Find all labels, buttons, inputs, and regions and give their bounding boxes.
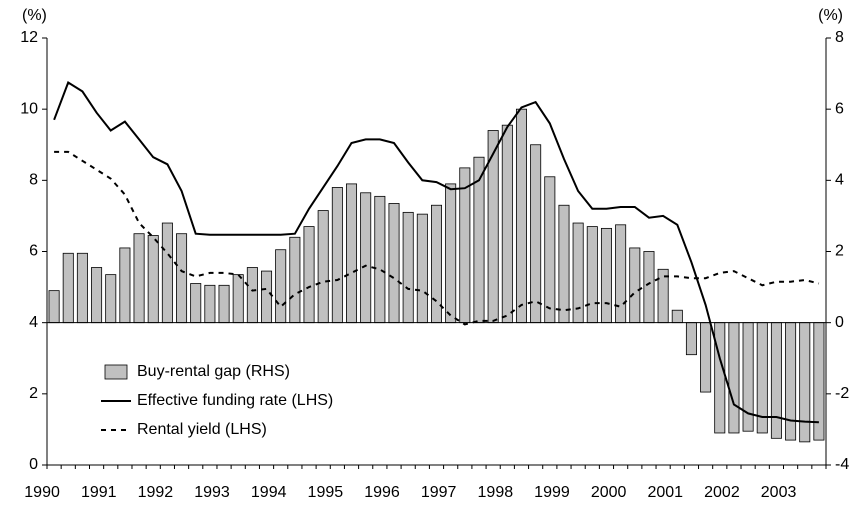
x-tick-label: 1998 xyxy=(478,484,514,501)
x-tick-label: 2001 xyxy=(647,484,683,501)
bar xyxy=(445,183,457,324)
bar xyxy=(770,322,782,439)
x-tick-label: 1994 xyxy=(251,484,287,501)
y2-tick-label: 0 xyxy=(835,314,844,331)
bar xyxy=(275,249,287,324)
bar xyxy=(176,233,188,324)
bar xyxy=(346,183,358,324)
bar xyxy=(289,236,301,324)
bar xyxy=(331,187,343,324)
y-tick-label: 12 xyxy=(20,29,38,46)
x-tick-label: 2002 xyxy=(704,484,740,501)
bar xyxy=(76,252,88,324)
bar xyxy=(374,195,386,324)
bar xyxy=(501,124,513,324)
bar xyxy=(714,322,726,434)
bar xyxy=(586,226,598,324)
x-tick-label: 2003 xyxy=(761,484,797,501)
bar xyxy=(119,247,131,324)
bar xyxy=(133,233,145,324)
x-tick-label: 1997 xyxy=(421,484,457,501)
y2-tick-label: 8 xyxy=(835,29,844,46)
legend-label: Buy-rental gap (RHS) xyxy=(137,363,290,380)
x-tick-label: 1995 xyxy=(308,484,344,501)
y2-tick-label: -4 xyxy=(835,456,849,473)
x-tick-label: 1990 xyxy=(24,484,60,501)
bar xyxy=(317,210,329,324)
y2-axis-label: (%) xyxy=(818,7,843,24)
legend-swatch xyxy=(104,364,128,380)
bar xyxy=(48,290,60,324)
bar xyxy=(615,224,627,324)
bar xyxy=(728,322,740,434)
y2-tick-label: 4 xyxy=(835,172,844,189)
y-tick-label: 4 xyxy=(29,314,38,331)
bar xyxy=(515,108,527,324)
bar xyxy=(388,203,400,324)
bar xyxy=(105,274,117,324)
bar xyxy=(799,322,811,443)
bar xyxy=(600,227,612,324)
bar xyxy=(62,252,74,324)
legend-label: Rental yield (LHS) xyxy=(137,421,267,438)
bar xyxy=(261,270,273,324)
bar xyxy=(685,322,697,356)
bar xyxy=(459,167,471,324)
line xyxy=(54,150,820,326)
line xyxy=(53,81,819,424)
x-tick-label: 1999 xyxy=(534,484,570,501)
bar xyxy=(416,213,428,324)
y2-tick-label: 2 xyxy=(835,243,844,260)
bar xyxy=(147,235,159,324)
bar xyxy=(558,204,570,324)
y-tick-label: 2 xyxy=(29,385,38,402)
y-tick-label: 10 xyxy=(20,100,38,117)
y-tick-label: 0 xyxy=(29,456,38,473)
x-tick-label: 1992 xyxy=(138,484,174,501)
x-tick-label: 1993 xyxy=(194,484,230,501)
bar xyxy=(218,284,230,324)
bar xyxy=(643,251,655,324)
bar xyxy=(402,211,414,324)
bar xyxy=(232,274,244,324)
x-tick-label: 1996 xyxy=(364,484,400,501)
bar xyxy=(190,283,202,324)
x-tick-label: 2000 xyxy=(591,484,627,501)
bar xyxy=(161,222,173,324)
y2-tick-label: -2 xyxy=(835,385,849,402)
x-tick-label: 1991 xyxy=(81,484,117,501)
bar xyxy=(204,284,216,324)
bar xyxy=(629,247,641,324)
y-tick-label: 8 xyxy=(29,172,38,189)
y-axis-label: (%) xyxy=(22,7,47,24)
bar xyxy=(246,267,258,324)
y-tick-label: 6 xyxy=(29,243,38,260)
bar xyxy=(671,309,683,324)
bar xyxy=(530,144,542,324)
bar xyxy=(700,322,712,393)
bar xyxy=(544,176,556,324)
y2-tick-label: 6 xyxy=(835,100,844,117)
bar xyxy=(785,322,797,441)
bar xyxy=(303,226,315,324)
bar xyxy=(91,267,103,324)
legend-label: Effective funding rate (LHS) xyxy=(137,392,333,409)
bar xyxy=(360,192,372,324)
